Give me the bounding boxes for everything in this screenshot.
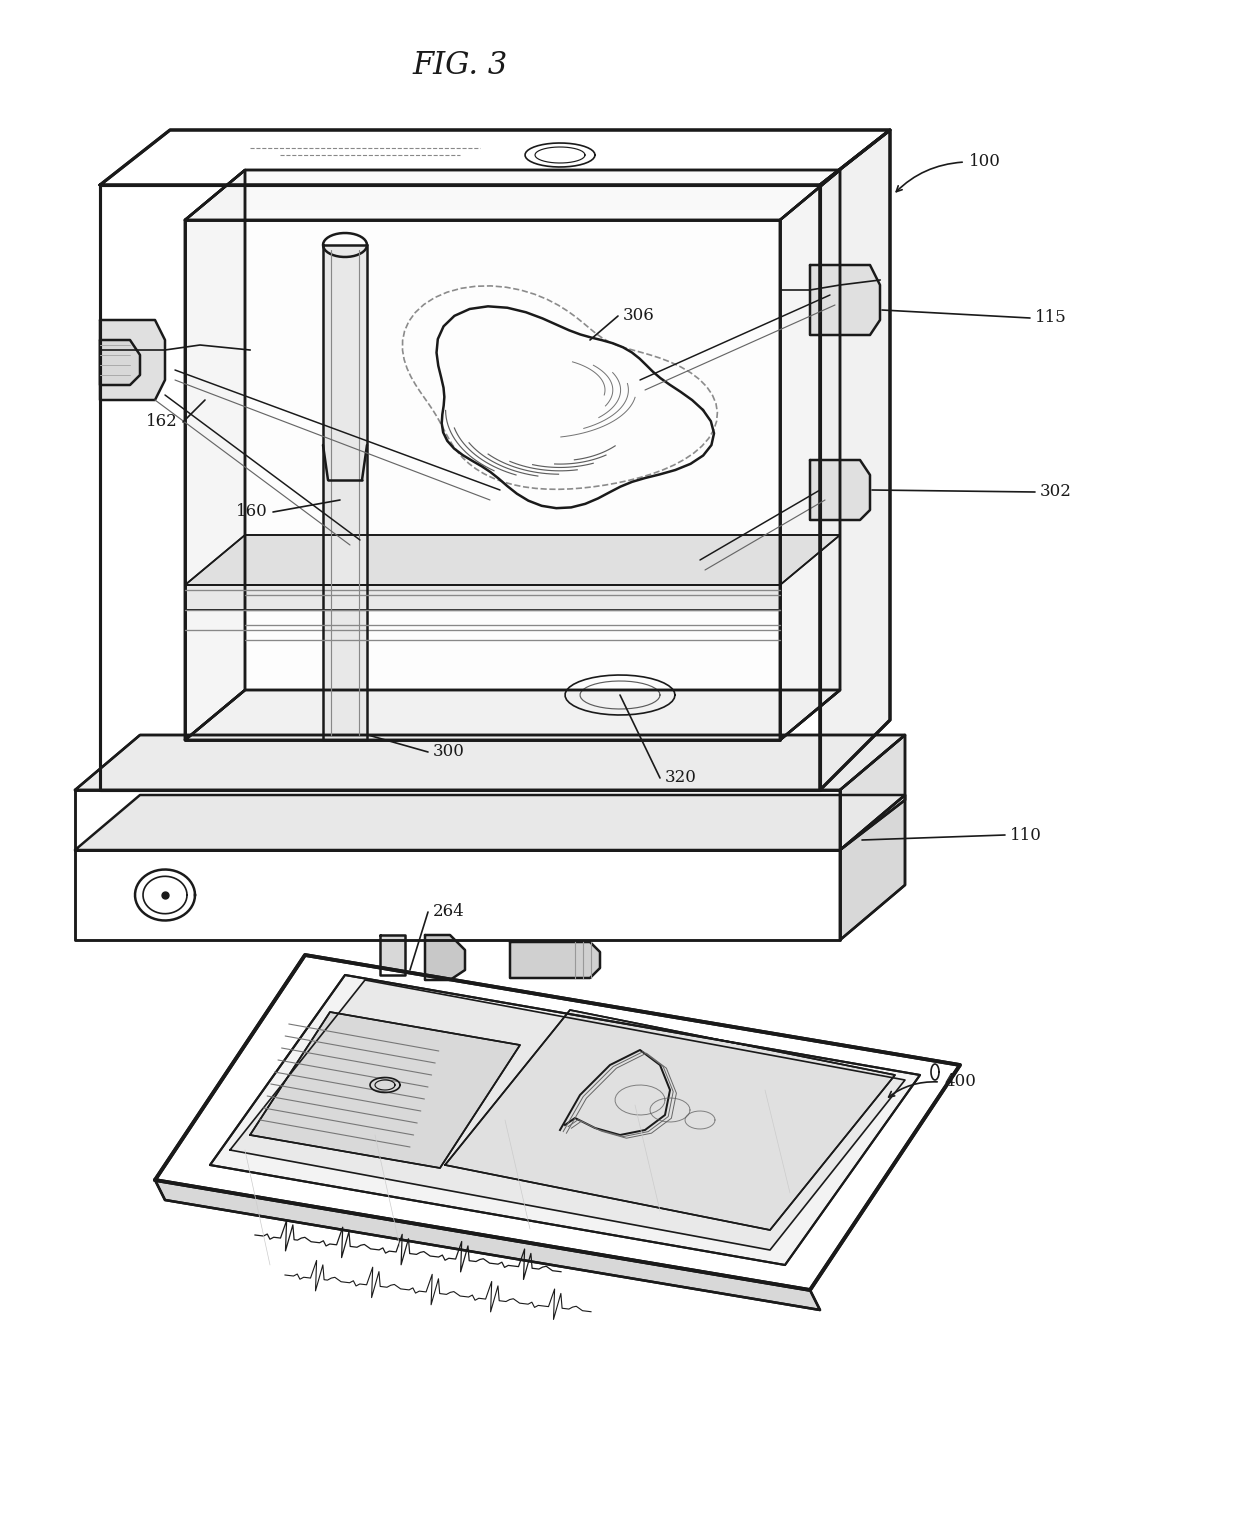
Polygon shape [510, 942, 600, 979]
Polygon shape [74, 735, 905, 790]
Text: 100: 100 [970, 153, 1001, 170]
Polygon shape [250, 1012, 520, 1167]
Polygon shape [322, 245, 367, 739]
Polygon shape [445, 1009, 895, 1230]
Polygon shape [210, 976, 920, 1266]
Text: 110: 110 [1011, 827, 1042, 844]
Text: 400: 400 [944, 1074, 976, 1091]
Text: 115: 115 [1035, 310, 1066, 327]
Text: 302: 302 [1040, 483, 1071, 500]
Polygon shape [100, 341, 140, 385]
Text: 264: 264 [433, 904, 465, 920]
Polygon shape [185, 170, 839, 219]
Polygon shape [425, 936, 465, 980]
Polygon shape [155, 1180, 820, 1310]
Polygon shape [185, 170, 246, 739]
Polygon shape [839, 795, 905, 940]
Text: FIG. 3: FIG. 3 [413, 49, 507, 80]
Text: 306: 306 [622, 307, 655, 325]
Polygon shape [185, 535, 839, 584]
Polygon shape [185, 690, 839, 739]
Polygon shape [379, 936, 405, 976]
Polygon shape [810, 460, 870, 520]
Polygon shape [185, 584, 780, 611]
Polygon shape [820, 130, 890, 790]
Polygon shape [229, 980, 905, 1250]
Polygon shape [100, 130, 890, 186]
Text: 320: 320 [665, 770, 697, 787]
Polygon shape [100, 321, 165, 400]
Polygon shape [780, 170, 839, 739]
Polygon shape [810, 265, 880, 334]
Polygon shape [74, 850, 839, 940]
Polygon shape [839, 735, 905, 850]
Polygon shape [185, 219, 780, 739]
Polygon shape [155, 956, 960, 1290]
Text: 160: 160 [237, 503, 268, 520]
Polygon shape [74, 795, 905, 850]
Text: 162: 162 [146, 414, 179, 431]
Polygon shape [100, 186, 820, 790]
Text: 300: 300 [433, 744, 465, 761]
Polygon shape [74, 790, 839, 850]
